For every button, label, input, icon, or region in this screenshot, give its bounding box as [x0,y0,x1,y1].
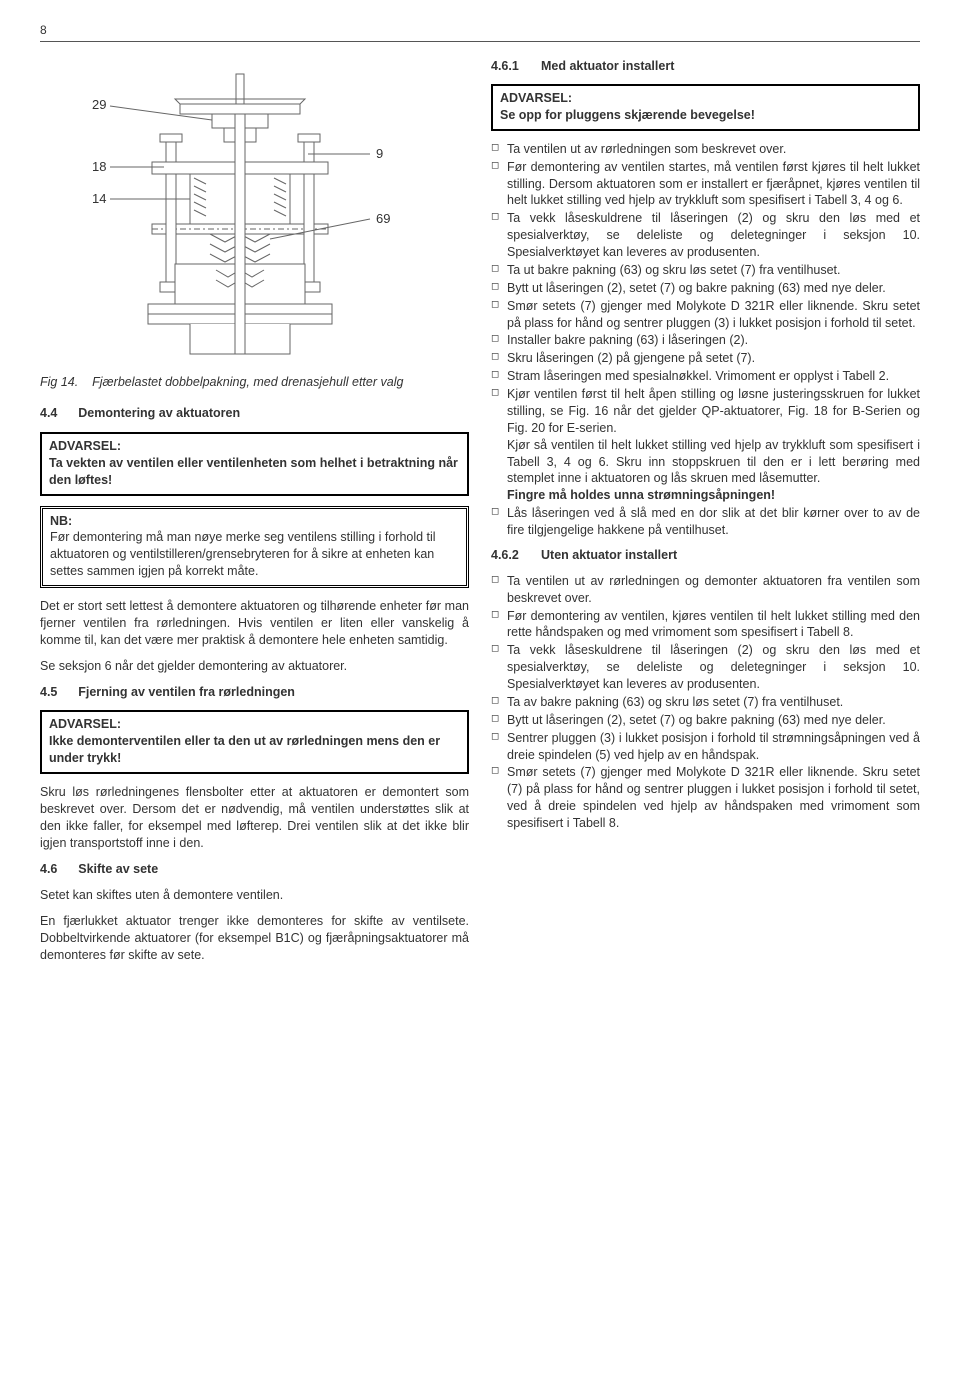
warning-1-body: Ta vekten av ventilen eller ventilenhete… [49,455,460,489]
section-4-6-heading: 4.6 Skifte av sete [40,861,469,878]
section-4-4-title: Demontering av aktuatoren [78,406,240,420]
section-4-6-num: 4.6 [40,862,57,876]
list-item: Ta av bakre pakning (63) og skru løs set… [491,694,920,711]
section-4-6-1-title: Med aktuator installert [541,59,674,73]
list-item: Stram låseringen med spesialnøkkel. Vrim… [491,368,920,385]
paragraph-4-6-1: Setet kan skiftes uten å demontere venti… [40,887,469,904]
list-item: Bytt ut låseringen (2), setet (7) og bak… [491,280,920,297]
list-item: Før demontering av ventilen, kjøres vent… [491,608,920,642]
section-4-6-title: Skifte av sete [78,862,158,876]
warning-2-body: Ikke demonterventilen eller ta den ut av… [49,733,460,767]
bullet-list-4-6-1: Ta ventilen ut av rørledningen som beskr… [491,141,920,539]
valve-diagram: 29 18 14 9 69 [40,64,469,364]
list-item: Skru låseringen (2) på gjengene på setet… [491,350,920,367]
page-number: 8 [40,22,920,38]
section-4-5-heading: 4.5 Fjerning av ventilen fra rørledninge… [40,684,469,701]
warning-box-2: ADVARSEL: Ikke demonterventilen eller ta… [40,710,469,774]
warning-3-body: Se opp for pluggens skjærende bevegelse! [500,107,911,124]
list-item: Smør setets (7) gjenger med Molykote D 3… [491,764,920,832]
paragraph-4-6-2: En fjærlukket aktuator trenger ikke demo… [40,913,469,964]
paragraph-4-5-1: Skru løs rørledningenes flensbolter ette… [40,784,469,852]
section-4-6-1-num: 4.6.1 [491,58,541,75]
list-item: Installer bakre pakning (63) i låseringe… [491,332,920,349]
warning-box-3: ADVARSEL: Se opp for pluggens skjærende … [491,84,920,131]
nb-title: NB: [50,514,72,528]
list-item: Smør setets (7) gjenger med Molykote D 3… [491,298,920,332]
list-item: Bytt ut låseringen (2), setet (7) og bak… [491,712,920,729]
section-4-5-title: Fjerning av ventilen fra rørledningen [78,685,295,699]
list-item: Ta ventilen ut av rørledningen og demont… [491,573,920,607]
nb-body: Før demontering må man nøye merke seg ve… [50,530,436,578]
list-item: Ta vekk låseskuldrene til låseringen (2)… [491,642,920,693]
list-item: Før demontering av ventilen startes, må … [491,159,920,210]
header-rule [40,41,920,42]
left-column: 29 18 14 9 69 Fig 14. Fjærbelastet dobbe… [40,58,469,973]
list-item: Sentrer pluggen (3) i lukket posisjon i … [491,730,920,764]
diagram-label-14: 14 [92,191,106,206]
section-4-5-num: 4.5 [40,685,57,699]
warning-box-1: ADVARSEL: Ta vekten av ventilen eller ve… [40,432,469,496]
section-4-6-2-heading: 4.6.2Uten aktuator installert [491,547,920,564]
section-4-6-2-title: Uten aktuator installert [541,548,677,562]
list-item: Kjør ventilen først til helt åpen stilli… [491,386,920,504]
list-item: Ta ut bakre pakning (63) og skru løs set… [491,262,920,279]
figure-label: Fig 14. [40,375,78,389]
right-column: 4.6.1Med aktuator installert ADVARSEL: S… [491,58,920,973]
list-item: Ta vekk låseskuldrene til låseringen (2)… [491,210,920,261]
paragraph-after-nb-2: Se seksjon 6 når det gjelder demontering… [40,658,469,675]
diagram-label-69: 69 [376,211,390,226]
figure-caption-text: Fjærbelastet dobbelpakning, med drenasje… [92,375,403,389]
section-4-6-1-heading: 4.6.1Med aktuator installert [491,58,920,75]
nb-box: NB: Før demontering må man nøye merke se… [40,506,469,589]
section-4-6-2-num: 4.6.2 [491,547,541,564]
figure-caption: Fig 14. Fjærbelastet dobbelpakning, med … [40,374,469,391]
list-item: Lås låseringen ved å slå med en dor slik… [491,505,920,539]
warning-3-title: ADVARSEL: [500,90,911,107]
list-item: Ta ventilen ut av rørledningen som beskr… [491,141,920,158]
bullet-list-4-6-2: Ta ventilen ut av rørledningen og demont… [491,573,920,832]
warning-1-title: ADVARSEL: [49,438,460,455]
diagram-label-18: 18 [92,159,106,174]
warning-2-title: ADVARSEL: [49,716,460,733]
two-column-layout: 29 18 14 9 69 Fig 14. Fjærbelastet dobbe… [40,58,920,973]
section-4-4-heading: 4.4 Demontering av aktuatoren [40,405,469,422]
paragraph-after-nb-1: Det er stort sett lettest å demontere ak… [40,598,469,649]
section-4-4-num: 4.4 [40,406,57,420]
diagram-label-9: 9 [376,146,383,161]
diagram-label-29: 29 [92,97,106,112]
